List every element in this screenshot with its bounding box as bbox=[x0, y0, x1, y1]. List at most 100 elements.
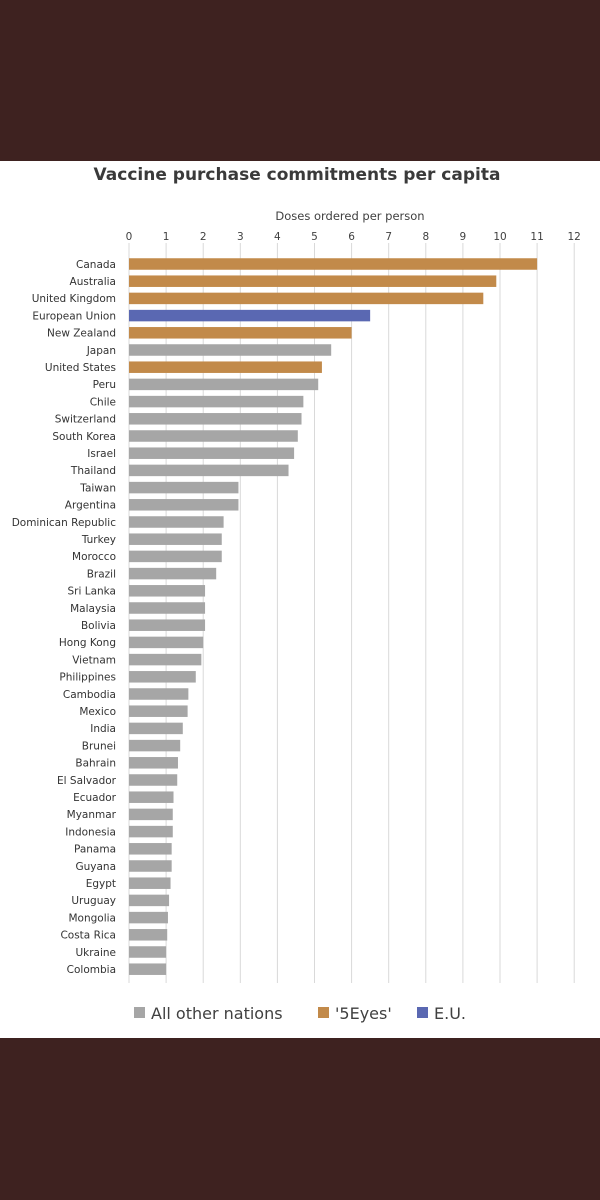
x-tick-label: 10 bbox=[493, 231, 506, 243]
bar bbox=[129, 481, 239, 494]
x-tick-label: 0 bbox=[126, 231, 133, 243]
legend-swatch bbox=[318, 1007, 329, 1018]
bar bbox=[129, 602, 206, 614]
category-label: Egypt bbox=[86, 878, 116, 890]
x-tick-label: 5 bbox=[311, 231, 318, 243]
bar bbox=[129, 533, 222, 545]
bar bbox=[129, 275, 497, 287]
bar bbox=[129, 860, 172, 872]
category-label: Bolivia bbox=[81, 620, 116, 632]
legend-label: '5Eyes' bbox=[335, 1004, 392, 1023]
legend-swatch bbox=[134, 1007, 145, 1018]
bar bbox=[129, 946, 167, 958]
category-label: Sri Lanka bbox=[67, 586, 116, 598]
bar bbox=[129, 653, 202, 666]
category-label: Brazil bbox=[87, 568, 116, 580]
x-tick-label: 4 bbox=[274, 231, 281, 243]
category-label: Canada bbox=[76, 259, 116, 271]
bar bbox=[129, 499, 239, 511]
bar bbox=[129, 825, 173, 838]
bar bbox=[129, 550, 222, 563]
category-label: El Salvador bbox=[57, 775, 117, 787]
category-label: Hong Kong bbox=[59, 637, 116, 649]
bar bbox=[129, 894, 170, 907]
bar bbox=[129, 739, 181, 752]
bar bbox=[129, 344, 332, 356]
bar bbox=[129, 705, 188, 717]
category-label: Panama bbox=[74, 844, 116, 856]
category-label: Israel bbox=[87, 448, 116, 460]
category-label: Mexico bbox=[79, 706, 116, 718]
bar bbox=[129, 636, 204, 649]
category-label: Bahrain bbox=[75, 758, 116, 770]
category-label: United States bbox=[45, 362, 116, 374]
category-label: Mongolia bbox=[69, 912, 117, 924]
category-label: Japan bbox=[86, 345, 116, 357]
category-label-layer: Canada Australia United Kingdom European Un… bbox=[12, 259, 117, 976]
bar bbox=[129, 430, 298, 442]
category-label: Morocco bbox=[72, 551, 116, 563]
chart-svg: Vaccine purchase commitments per capita … bbox=[12, 165, 581, 1023]
x-tick-label: 8 bbox=[422, 231, 429, 243]
bar bbox=[129, 877, 171, 889]
category-label: Vietnam bbox=[72, 654, 116, 666]
category-label: Turkey bbox=[81, 534, 116, 546]
bar bbox=[129, 413, 302, 425]
bar bbox=[129, 292, 484, 305]
bar bbox=[129, 774, 178, 786]
category-label: South Korea bbox=[52, 431, 116, 443]
category-label: Costa Rica bbox=[60, 930, 116, 942]
category-label: Ukraine bbox=[75, 947, 116, 959]
bar bbox=[129, 963, 167, 975]
legend-label: All other nations bbox=[151, 1004, 283, 1023]
bar bbox=[129, 309, 371, 322]
category-label: Peru bbox=[93, 379, 116, 391]
category-label: United Kingdom bbox=[32, 293, 116, 305]
legend-swatch bbox=[417, 1007, 428, 1018]
legend-label: E.U. bbox=[434, 1004, 466, 1023]
category-label: Argentina bbox=[65, 500, 116, 512]
category-label: Philippines bbox=[59, 672, 116, 684]
tick-layer: 0 1 2 3 4 5 6 7 8 9 10 11 12 bbox=[126, 231, 581, 243]
x-tick-label: 9 bbox=[460, 231, 467, 243]
legend: All other nations '5Eyes' E.U. bbox=[134, 1004, 466, 1023]
category-label: European Union bbox=[32, 310, 116, 322]
x-tick-label: 3 bbox=[237, 231, 244, 243]
category-label: Chile bbox=[90, 396, 116, 408]
bar bbox=[129, 843, 172, 855]
bar bbox=[129, 447, 295, 459]
bar bbox=[129, 688, 189, 700]
bar bbox=[129, 258, 538, 270]
x-tick-label: 2 bbox=[200, 231, 207, 243]
bar bbox=[129, 378, 319, 391]
category-label: Myanmar bbox=[67, 809, 117, 821]
x-tick-label: 6 bbox=[348, 231, 355, 243]
category-label: Brunei bbox=[82, 740, 116, 752]
bar bbox=[129, 671, 196, 683]
category-label: Uruguay bbox=[71, 895, 116, 907]
bar bbox=[129, 929, 168, 941]
category-label: Cambodia bbox=[63, 689, 116, 701]
category-label: Colombia bbox=[67, 964, 116, 976]
bar bbox=[129, 722, 183, 735]
x-tick-label: 1 bbox=[163, 231, 170, 243]
chart-title: Vaccine purchase commitments per capita bbox=[94, 165, 501, 185]
chart-panel: Vaccine purchase commitments per capita … bbox=[0, 161, 600, 1038]
bar bbox=[129, 327, 352, 339]
bar bbox=[129, 464, 289, 477]
category-label: Ecuador bbox=[73, 792, 117, 804]
bar bbox=[129, 567, 217, 580]
bar bbox=[129, 808, 173, 821]
category-label: Malaysia bbox=[70, 603, 116, 615]
bar bbox=[129, 791, 174, 803]
bar bbox=[129, 516, 224, 528]
category-label: Indonesia bbox=[65, 826, 116, 838]
x-tick-label: 11 bbox=[530, 231, 543, 243]
x-tick-label: 7 bbox=[385, 231, 392, 243]
bar bbox=[129, 361, 322, 373]
bar bbox=[129, 585, 206, 597]
bar bbox=[129, 395, 304, 408]
category-label: Switzerland bbox=[55, 414, 116, 426]
category-label: Guyana bbox=[75, 861, 116, 873]
category-label: Dominican Republic bbox=[12, 517, 117, 529]
